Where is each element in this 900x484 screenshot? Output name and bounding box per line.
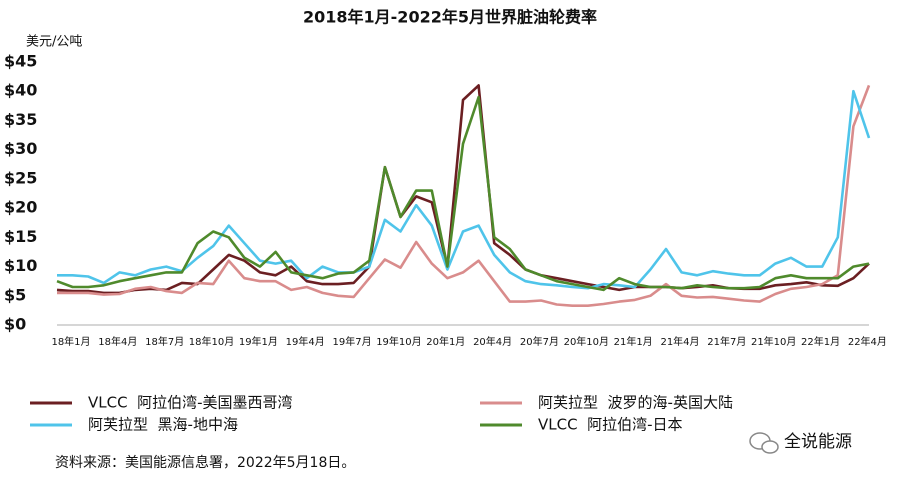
y-tick-label: $30 [4,139,37,158]
x-tick-label: 19年4月 [286,335,325,348]
x-tick-label: 22年1月 [801,335,840,348]
x-tick-label: 21年4月 [660,335,699,348]
x-tick-label: 20年7月 [520,335,559,348]
y-tick-label: $0 [4,315,26,334]
y-tick-label: $20 [4,198,37,217]
x-tick-label: 21年1月 [614,335,653,348]
watermark-icon [749,432,779,454]
x-tick-label: 21年10月 [751,335,796,348]
y-tick-label: $10 [4,256,37,275]
legend-label: 阿芙拉型 黑海-地中海 [88,416,238,434]
x-tick-label: 20年10月 [564,335,609,348]
x-tick-label: 19年7月 [333,335,372,348]
series-line [57,89,871,290]
x-tick-label: 18年1月 [51,335,90,348]
x-tick-label: 18年4月 [98,335,137,348]
x-tick-label: 19年10月 [376,335,421,348]
series-line [57,84,871,307]
x-tick-label: 21年7月 [707,335,746,348]
y-tick-label: $35 [4,110,37,129]
x-tick-label: 18年7月 [145,335,184,348]
chart-title: 2018年1月-2022年5月世界脏油轮费率 [303,8,597,27]
y-tick-label: $45 [4,52,37,71]
legend-label: VLCC 阿拉伯湾-日本 [538,416,683,434]
legend-label: VLCC 阿拉伯湾-美国墨西哥湾 [88,394,293,412]
series-line [56,84,870,295]
y-tick-label: $15 [4,227,37,246]
legend-label: 阿芙拉型 波罗的海-英国大陆 [538,394,733,412]
x-tick-label: 20年1月 [426,335,465,348]
y-tick-label: $25 [4,168,37,187]
y-tick-label: $40 [4,81,37,100]
x-tick-label: 22年4月 [848,335,887,348]
x-tick-label: 20年4月 [473,335,512,348]
x-tick-label: 19年1月 [239,335,278,348]
series-line [56,95,870,292]
watermark: 全说能源 [784,432,852,452]
y-tick-label: $5 [4,285,26,304]
source-note: 资料来源：美国能源信息署，2022年5月18日。 [55,454,355,471]
x-tick-label: 18年10月 [189,335,234,348]
y-axis-label: 美元/公吨 [26,35,82,50]
